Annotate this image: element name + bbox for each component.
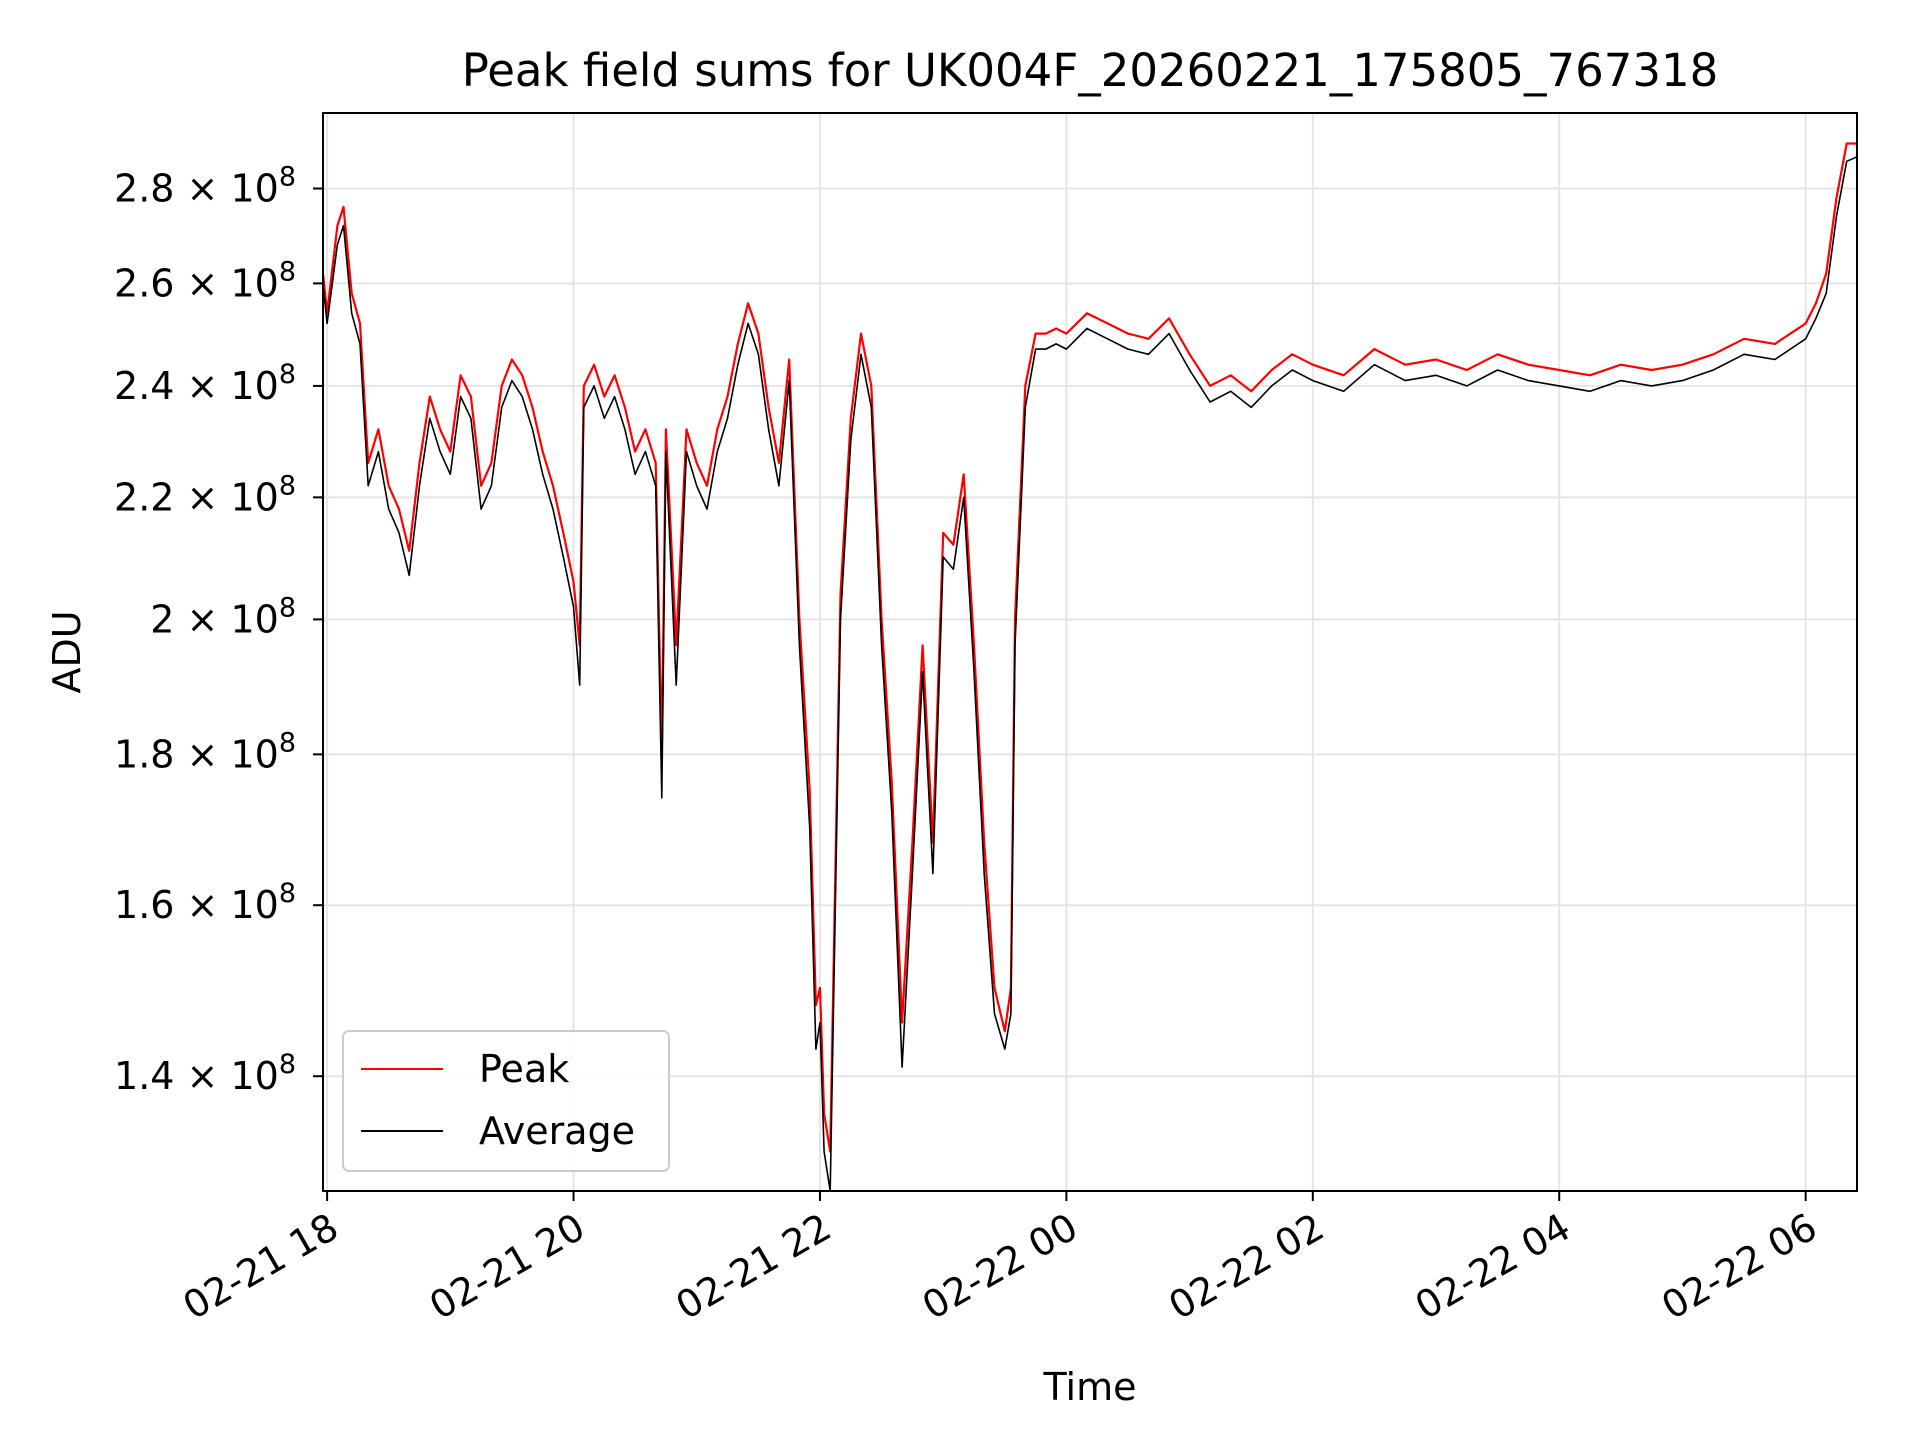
y-tick-label: 1.4 × 108 <box>114 1049 296 1098</box>
y-tick-label: 2.6 × 108 <box>114 256 296 305</box>
grid-lines <box>323 113 1857 1191</box>
x-axis-label: Time <box>1043 1365 1137 1409</box>
x-tick-label: 02-22 00 <box>915 1205 1085 1329</box>
x-tick-label: 02-21 20 <box>422 1205 592 1329</box>
y-tick-label: 2.2 × 108 <box>114 470 296 519</box>
y-tick-label: 2 × 108 <box>150 592 296 641</box>
chart-title: Peak field sums for UK004F_20260221_1758… <box>462 44 1719 97</box>
plot-frame <box>322 112 1858 1192</box>
x-tick-label: 02-22 04 <box>1408 1205 1578 1329</box>
x-tick-label: 02-21 18 <box>176 1205 346 1329</box>
legend-label-average: Average <box>479 1109 635 1153</box>
legend: Peak Average <box>342 1030 670 1172</box>
x-axis-ticks: 02-21 18 02-21 20 02-21 22 02-22 00 02-22 02… <box>176 1191 1824 1329</box>
series-line-average <box>323 156 1857 1191</box>
x-tick-label: 02-22 06 <box>1654 1205 1824 1329</box>
y-tick-label: 1.8 × 108 <box>114 727 296 776</box>
legend-label-peak: Peak <box>479 1047 569 1091</box>
x-tick-label: 02-21 22 <box>668 1205 838 1329</box>
y-tick-label: 2.8 × 108 <box>114 161 296 210</box>
y-tick-label: 1.6 × 108 <box>114 878 296 927</box>
series-line-peak <box>323 142 1857 1153</box>
series-lines <box>323 142 1857 1191</box>
x-tick-label: 02-22 02 <box>1161 1205 1331 1329</box>
y-tick-label: 2.4 × 108 <box>114 359 296 408</box>
legend-box <box>342 1030 670 1172</box>
y-axis-label: ADU <box>45 610 89 693</box>
y-axis-ticks: 1.4 × 108 1.6 × 108 1.8 × 108 2 × 108 2.2 × … <box>114 161 323 1098</box>
